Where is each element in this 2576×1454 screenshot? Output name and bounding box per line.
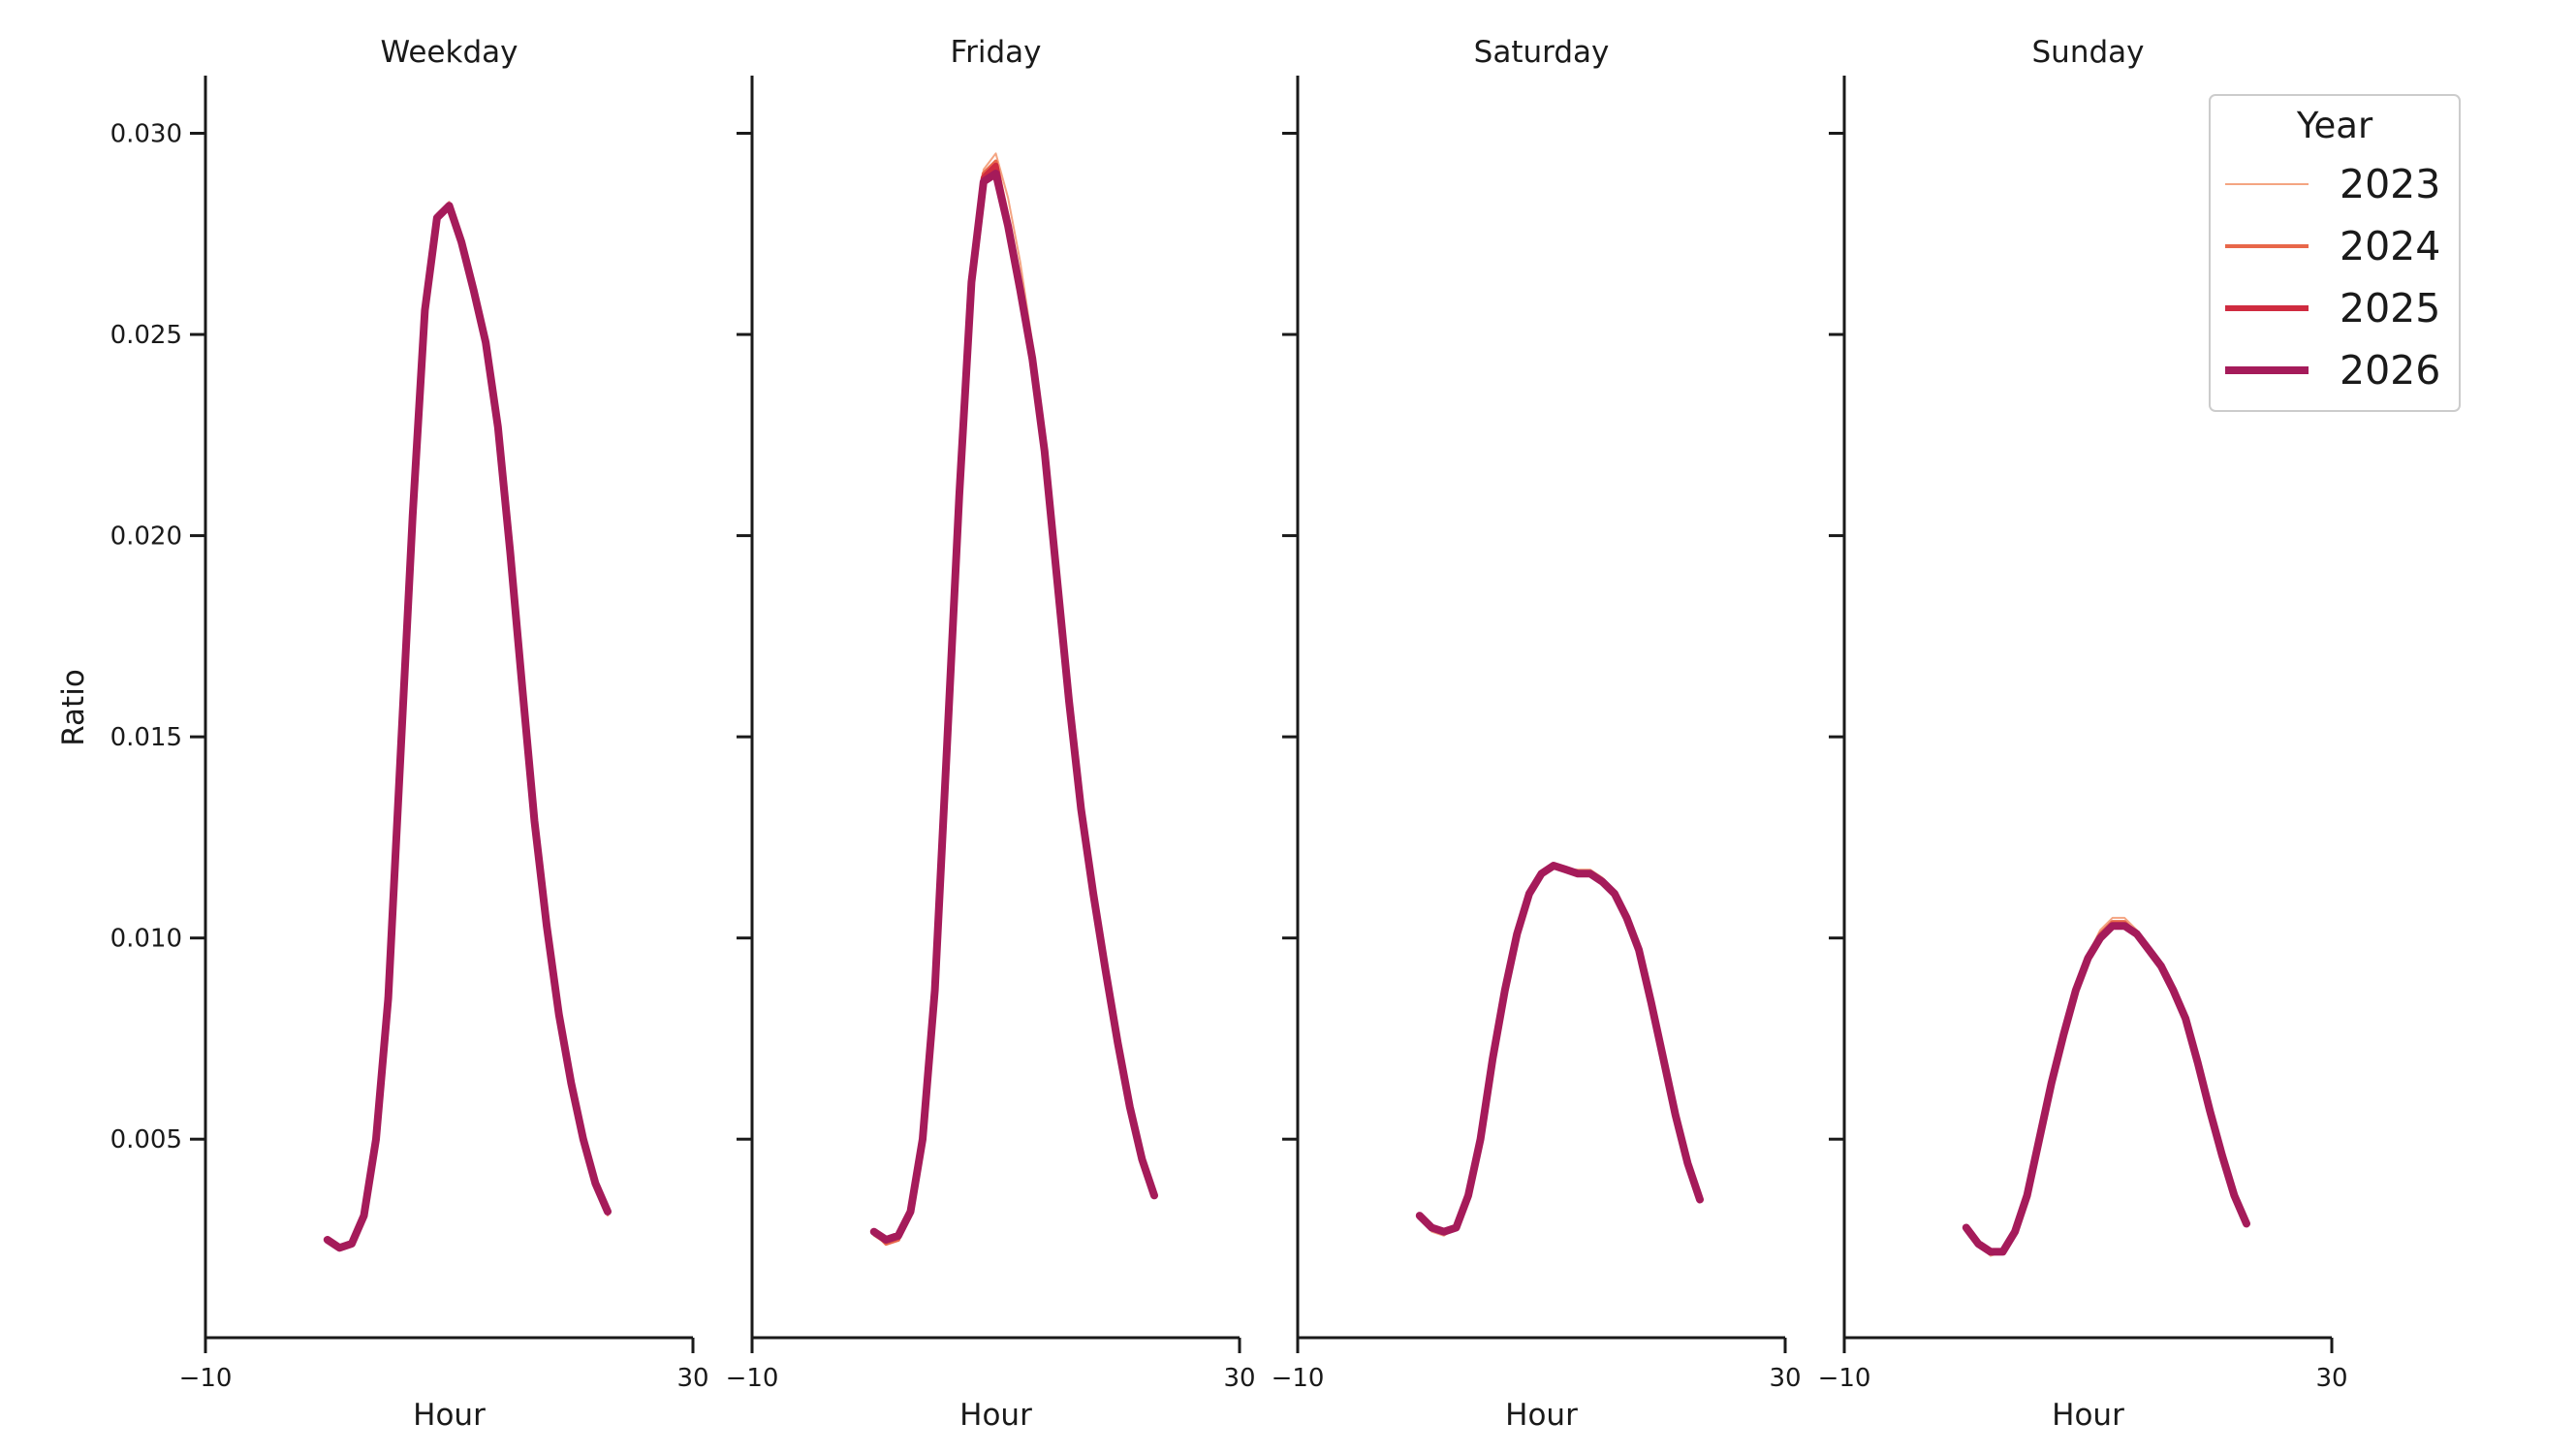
y-tick-label: 0.020 [110, 522, 182, 552]
y-tick-label: 0.010 [110, 925, 182, 954]
series-line-2026 [1962, 922, 2250, 1256]
panel-title: Weekday [381, 35, 518, 70]
series-line-2026 [1415, 862, 1704, 1236]
x-tick-label: 30 [676, 1364, 708, 1393]
panel-title: Saturday [1474, 35, 1610, 70]
y-tick-label: 0.025 [110, 321, 182, 350]
legend: Year 2023 2024 2025 2026 [2209, 94, 2461, 412]
series-line-2023 [326, 201, 609, 1249]
y-tick-label: 0.030 [110, 120, 182, 149]
legend-label-2026: 2026 [2340, 347, 2440, 394]
x-tick-label: −10 [726, 1364, 779, 1393]
panel-title: Friday [951, 35, 1042, 70]
x-tick-label: −10 [1272, 1364, 1325, 1393]
panel-friday: Friday −10 30 Hour [726, 35, 1256, 1433]
x-axis-label: Hour [413, 1398, 486, 1433]
legend-label-2025: 2025 [2340, 285, 2440, 332]
legend-frame [2209, 94, 2461, 412]
x-tick-label: −10 [1818, 1364, 1871, 1393]
series-line-2024 [871, 159, 1156, 1247]
x-tick-label: 30 [1769, 1364, 1801, 1393]
series-line-2024 [325, 204, 610, 1250]
y-axis-label: Ratio [56, 669, 91, 746]
panel-title: Sunday [2032, 35, 2145, 70]
panel-sunday: Sunday −10 30 Hour [1818, 35, 2348, 1433]
x-tick-label: 30 [2315, 1364, 2347, 1393]
series-line-2025 [324, 203, 611, 1251]
legend-title: Year [2296, 105, 2373, 146]
series-line-2023 [872, 152, 1155, 1246]
x-tick-label: −10 [179, 1364, 233, 1393]
panel-saturday: Saturday −10 30 Hour [1272, 35, 1802, 1433]
x-axis-label: Hour [1505, 1398, 1578, 1433]
legend-label-2023: 2023 [2340, 161, 2440, 207]
legend-label-2024: 2024 [2340, 223, 2440, 269]
x-axis-label: Hour [959, 1398, 1032, 1433]
y-tick-label: 0.005 [110, 1125, 182, 1154]
series-line-2026 [869, 170, 1158, 1244]
series-line-2025 [870, 162, 1157, 1243]
x-tick-label: 30 [1223, 1364, 1255, 1393]
panel-weekday: Weekday 0.005 0.010 0.015 0.020 0.025 0.030 −10… [110, 35, 709, 1433]
series-line-2026 [323, 202, 612, 1252]
x-axis-label: Hour [2052, 1398, 2124, 1433]
y-tick-label: 0.015 [110, 723, 182, 752]
